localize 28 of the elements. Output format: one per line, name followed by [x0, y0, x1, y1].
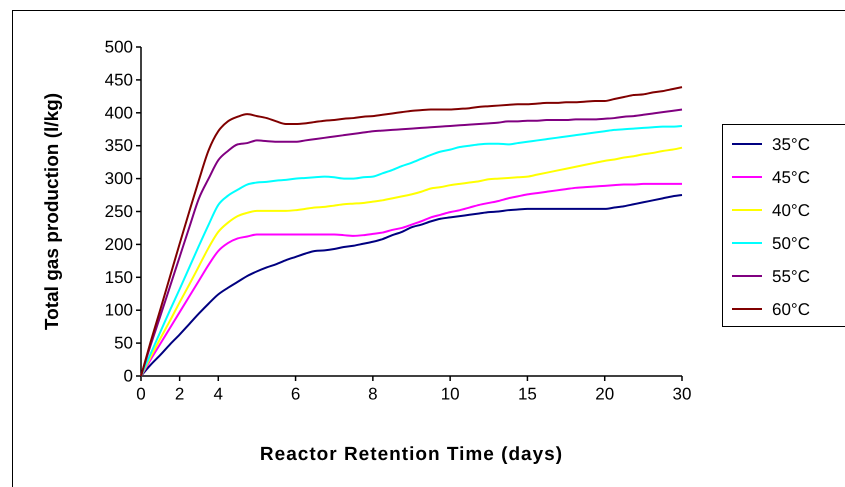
x-tick-label: 2 [174, 384, 184, 404]
legend-label: 60°C [772, 300, 810, 319]
y-tick-label: 450 [104, 70, 133, 90]
x-axis-title: Reactor Retention Time (days) [260, 444, 564, 465]
y-tick-label: 100 [104, 300, 133, 320]
y-tick-label: 150 [104, 268, 133, 287]
y-tick-label: 200 [104, 234, 133, 254]
y-axis-title: Total gas production (l/kg) [42, 92, 63, 330]
x-tick-label: 10 [440, 384, 460, 404]
y-tick-label: 350 [104, 136, 133, 156]
y-tick-label: 500 [104, 37, 133, 56]
y-tick-label: 250 [104, 202, 133, 221]
legend-label: 40°C [772, 201, 810, 220]
x-tick-label: 8 [368, 384, 378, 404]
x-tick-label: 6 [290, 384, 300, 404]
y-tick-label: 0 [124, 366, 133, 386]
y-tick-label: 400 [104, 103, 133, 122]
legend-label: 50°C [772, 234, 810, 253]
y-tick-label: 300 [104, 169, 133, 188]
x-tick-label: 30 [672, 384, 692, 404]
legend-label: 55°C [772, 267, 810, 286]
y-tick-label: 50 [114, 334, 133, 353]
x-tick-label: 4 [214, 384, 224, 404]
x-tick-label: 15 [518, 384, 537, 404]
legend-label: 45°C [772, 168, 810, 187]
x-tick-label: 20 [595, 384, 614, 404]
legend-label: 35°C [772, 135, 810, 154]
x-tick-label: 0 [136, 384, 146, 404]
